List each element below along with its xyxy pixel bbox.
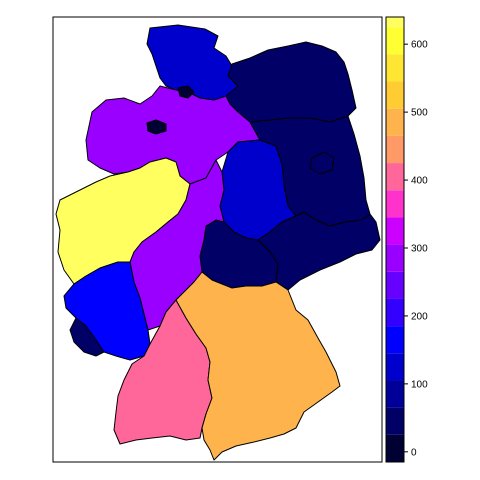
- colorbar-tick-label: 200: [411, 311, 428, 322]
- colorbar-band: [386, 298, 404, 327]
- colorbar-band: [386, 380, 404, 408]
- colorbar-band: [386, 407, 404, 435]
- colorbar-band: [386, 434, 404, 462]
- colorbar-band: [386, 135, 404, 164]
- colorbar-band: [386, 217, 404, 245]
- colorbar-band: [386, 81, 404, 109]
- region-bayern: [175, 271, 341, 461]
- colorbar-tick-label: 400: [411, 176, 428, 187]
- colorbar-band: [386, 108, 404, 136]
- map-regions: [55, 24, 381, 461]
- region-bremen: [146, 119, 167, 135]
- region-saarland: [69, 317, 105, 357]
- colorbar-band: [386, 27, 404, 55]
- colorbar-tick-label: 100: [411, 379, 428, 390]
- colorbar-ticks: 0 100 200 300 400 500 600: [404, 40, 428, 458]
- colorbar-band: [386, 190, 404, 218]
- colorbar: 0 100 200 300 400 500 600: [385, 16, 428, 463]
- colorbar-band: [386, 271, 404, 299]
- colorbar-band: [386, 353, 404, 381]
- region-hamburg: [177, 85, 195, 99]
- colorbar-bands: [386, 17, 404, 462]
- colorbar-band: [386, 326, 404, 354]
- colorbar-band: [386, 17, 404, 28]
- colorbar-tick-label: 0: [411, 447, 417, 458]
- colorbar-frame: [385, 16, 405, 463]
- colorbar-tick-label: 300: [411, 243, 428, 254]
- region-berlin: [309, 151, 335, 175]
- colorbar-band: [386, 54, 404, 82]
- colorbar-band: [386, 244, 404, 272]
- colorbar-tick-label: 500: [411, 108, 428, 119]
- colorbar-band: [386, 163, 404, 191]
- colorbar-tick-label: 600: [411, 40, 428, 51]
